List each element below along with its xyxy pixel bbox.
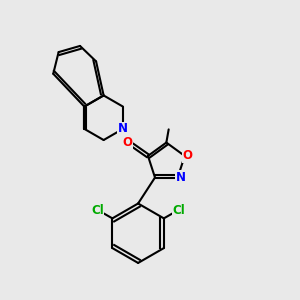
Text: O: O (183, 149, 193, 162)
Text: Cl: Cl (91, 204, 104, 218)
Text: Cl: Cl (172, 204, 185, 218)
Text: N: N (176, 171, 186, 184)
Text: N: N (118, 122, 128, 135)
Text: O: O (123, 136, 133, 149)
